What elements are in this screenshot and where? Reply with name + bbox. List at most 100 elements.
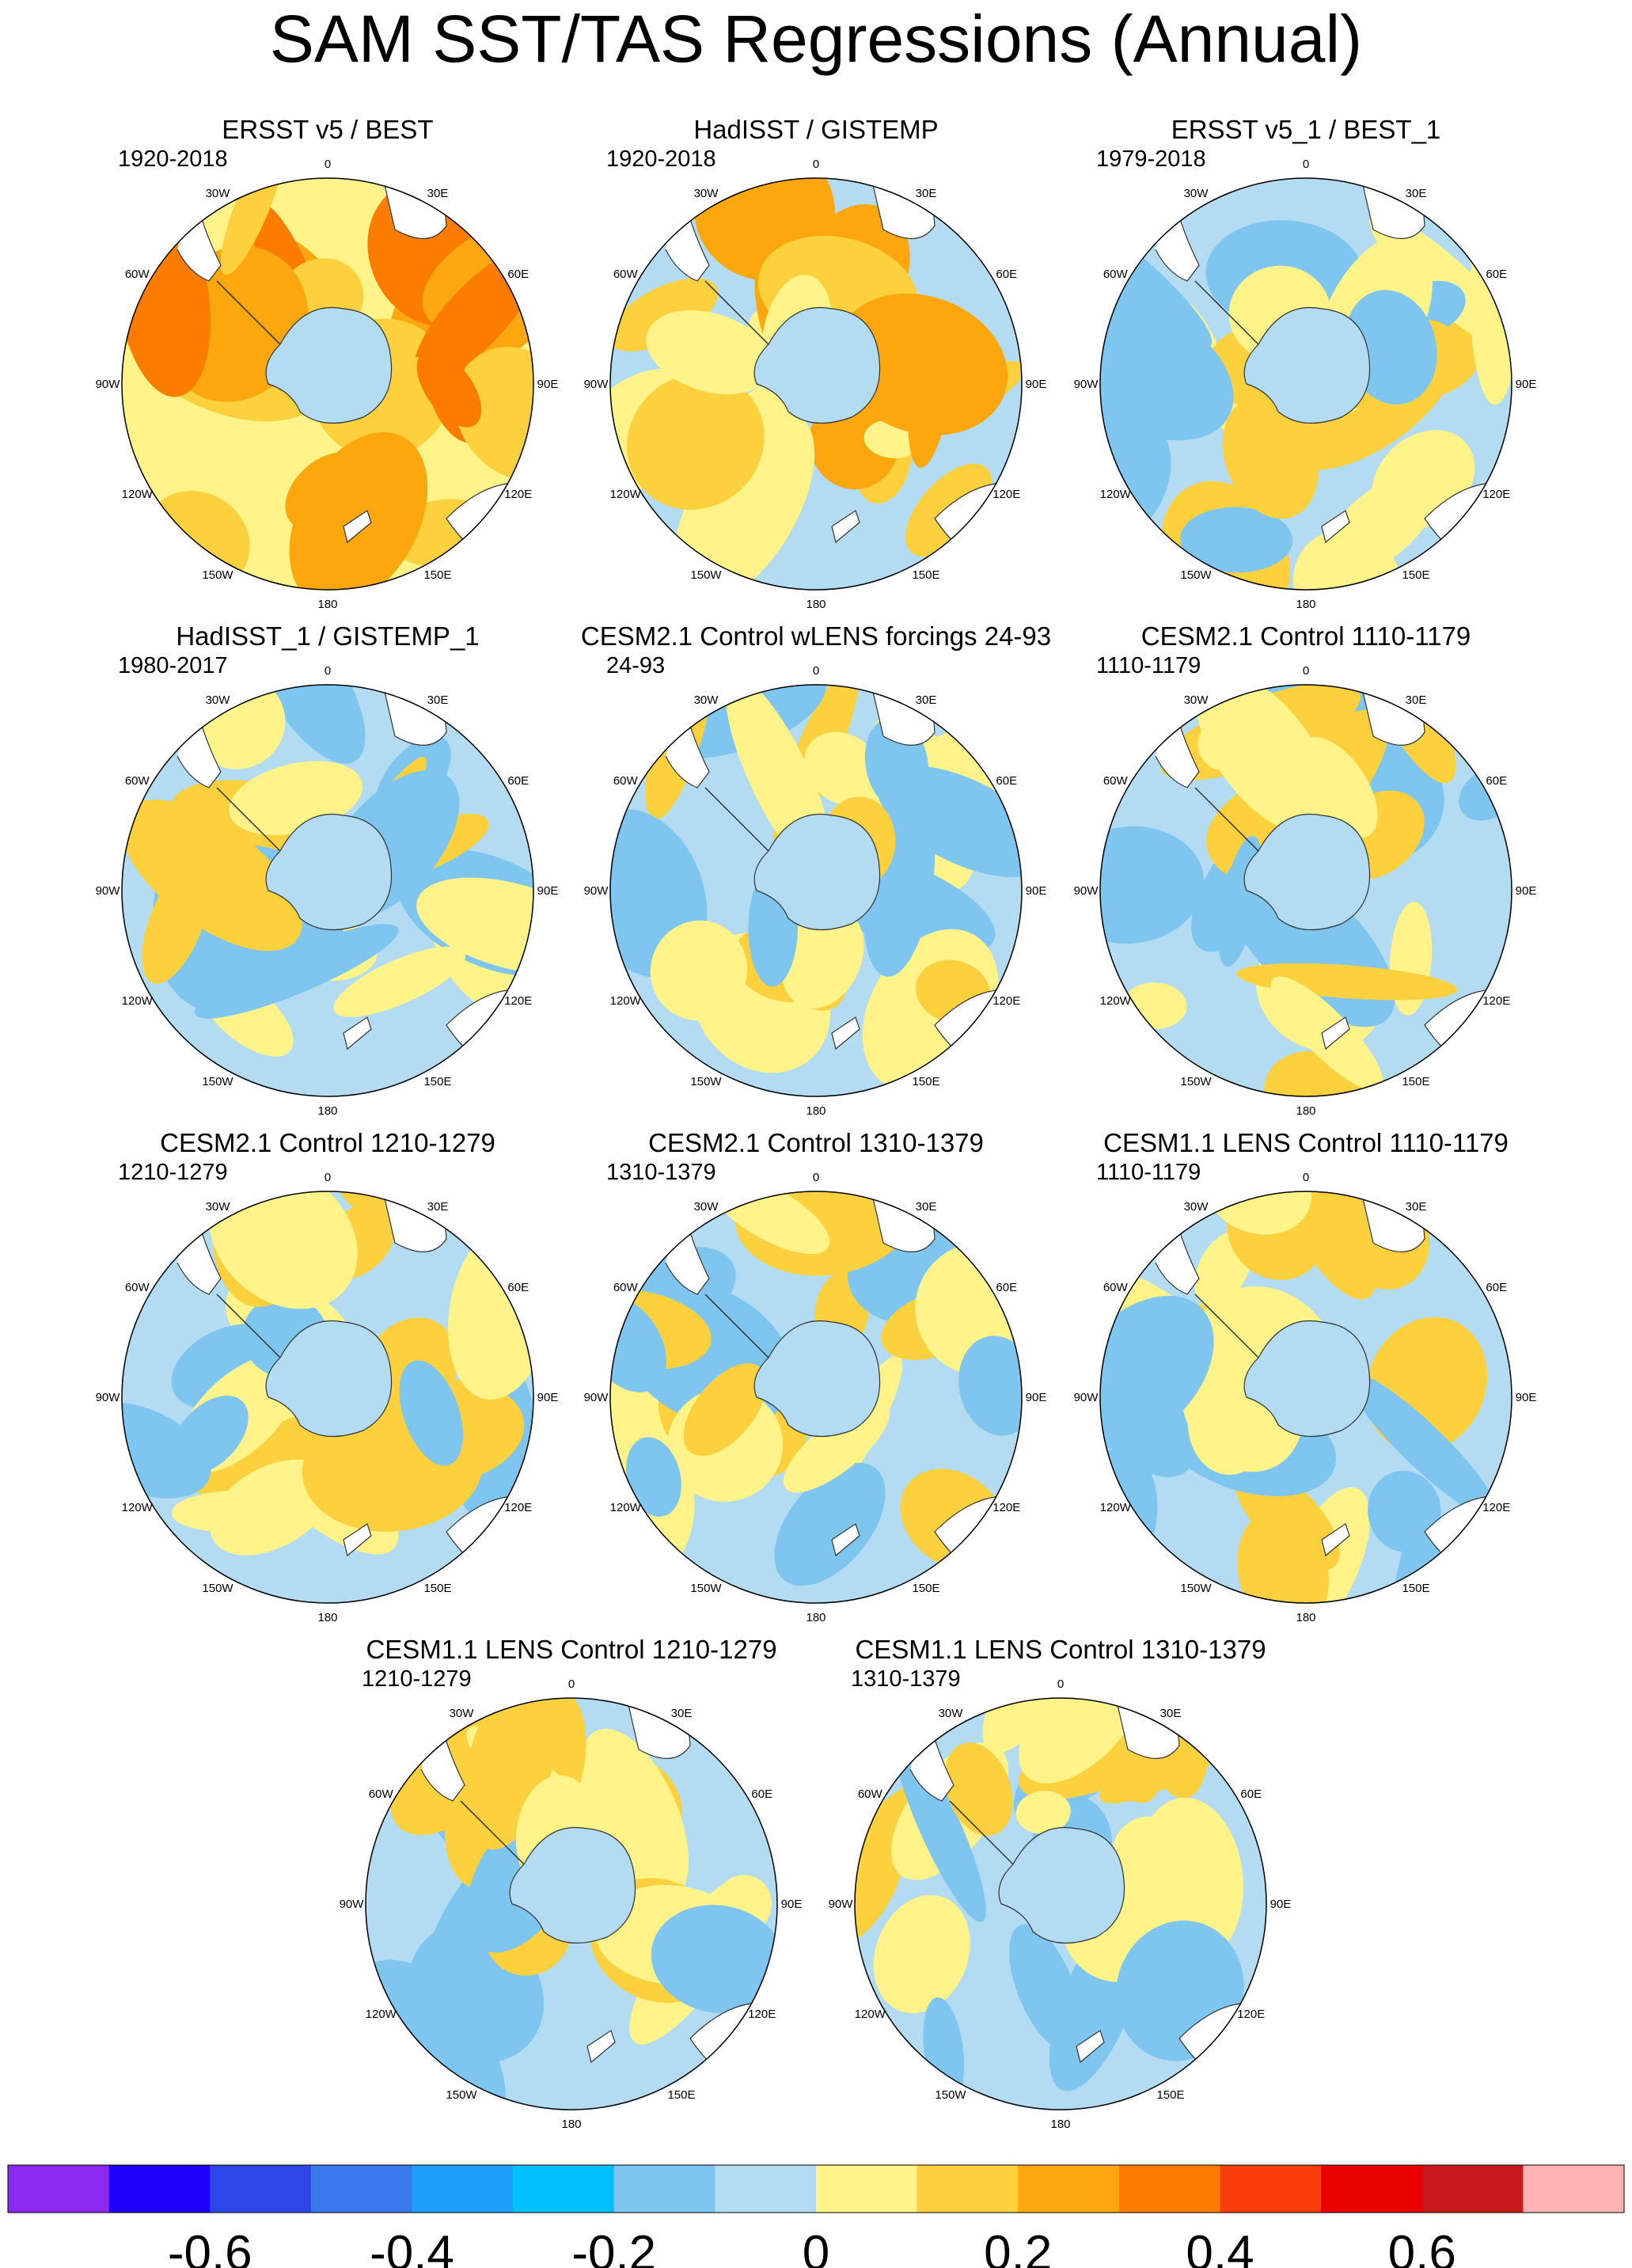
longitude-label: 0	[1303, 664, 1309, 678]
antarctica-landmass	[753, 813, 881, 931]
colorbar-tick-label: 0	[803, 2226, 829, 2268]
antarctic-peninsula	[1194, 787, 1259, 852]
panel-title: CESM1.1 LENS Control 1210-1279	[366, 1635, 776, 1664]
longitude-label: 60W	[1103, 774, 1129, 788]
longitude-label: 150E	[423, 1582, 451, 1595]
antarctica-landmass	[509, 1826, 636, 1944]
longitude-label: 120W	[122, 994, 154, 1008]
panel-period: 1979-2018	[1096, 146, 1206, 172]
contour-region	[804, 731, 883, 807]
colorbar-swatch	[1321, 2165, 1423, 2213]
longitude-label: 150E	[1402, 568, 1429, 582]
longitude-label: 60E	[1486, 1281, 1507, 1294]
longitude-label: 60W	[369, 1787, 394, 1801]
antarctic-peninsula	[1194, 1294, 1259, 1358]
contour-region	[1222, 396, 1319, 519]
panel-title: CESM2.1 Control 1110-1179	[1141, 621, 1471, 651]
longitude-label: 150E	[1156, 2088, 1184, 2102]
longitude-label: 30E	[1406, 187, 1427, 200]
longitude-label: 180	[1296, 1611, 1315, 1624]
longitude-label: 150W	[935, 2088, 966, 2102]
longitude-label: 0	[1303, 1171, 1309, 1184]
contour-region	[285, 452, 365, 530]
longitude-label: 60W	[613, 1281, 639, 1294]
antarctica-landmass	[1243, 813, 1371, 931]
colorbar-swatch	[816, 2165, 918, 2213]
contour-region	[333, 946, 466, 1017]
new-zealand-coastline	[1321, 1016, 1350, 1050]
longitude-label: 90W	[1074, 378, 1099, 391]
colorbar-swatch	[1118, 2165, 1220, 2213]
longitude-label: 90E	[1026, 378, 1047, 391]
longitude-label: 0	[568, 1677, 575, 1691]
longitude-label: 90W	[96, 378, 121, 391]
longitude-label: 90W	[584, 884, 609, 898]
panel-period: 1920-2018	[606, 146, 716, 172]
longitude-label: 120W	[1100, 488, 1132, 501]
contour-region	[1180, 507, 1293, 573]
regression-field	[366, 1698, 777, 2110]
antarctica-landmass	[753, 1320, 881, 1438]
colorbar-swatch	[412, 2165, 514, 2213]
longitude-label: 150E	[667, 2088, 695, 2102]
antarctic-peninsula	[704, 280, 769, 345]
antarctic-peninsula	[1194, 280, 1259, 345]
longitude-label: 150E	[1402, 1075, 1429, 1088]
longitude-label: 60E	[996, 774, 1017, 788]
longitude-label: 120E	[1482, 1501, 1510, 1514]
longitude-label: 30E	[427, 187, 449, 200]
longitude-label: 30E	[427, 1200, 449, 1214]
map-panel: CESM2.1 Control 1210-1279 1210-1279 0 30E 60…	[96, 1128, 559, 1624]
panel-title: CESM2.1 Control wLENS forcings 24-93	[581, 621, 1051, 651]
contour-region	[220, 178, 286, 275]
panel-title: HadISST_1 / GISTEMP_1	[176, 621, 479, 651]
longitude-label: 120W	[610, 1501, 642, 1514]
longitude-label: 180	[317, 598, 337, 611]
longitude-label: 0	[325, 158, 331, 171]
contour-region	[454, 347, 533, 481]
longitude-label: 60E	[507, 774, 529, 788]
longitude-label: 150W	[690, 568, 722, 582]
contour-region	[416, 877, 533, 974]
longitude-label: 150E	[1402, 1582, 1429, 1595]
colorbar-tick-label: 0.6	[1388, 2226, 1456, 2268]
longitude-label: 0	[813, 158, 819, 171]
contour-region	[399, 1360, 463, 1466]
contour-region	[1100, 826, 1205, 944]
longitude-label: 30E	[1160, 1707, 1182, 1720]
colorbar-swatch	[1018, 2165, 1120, 2213]
longitude-label: 90W	[829, 1898, 854, 1911]
contour-region	[1197, 685, 1334, 834]
panel-period: 1980-2017	[118, 653, 228, 678]
longitude-label: 120W	[610, 994, 642, 1008]
panel-title: ERSST v5 / BEST	[222, 115, 433, 144]
longitude-label: 90W	[1074, 1391, 1099, 1404]
antarctic-peninsula	[216, 787, 281, 852]
contour-region	[646, 310, 773, 395]
longitude-label: 120E	[504, 488, 532, 501]
contour-region	[610, 1296, 667, 1392]
panel-title: CESM2.1 Control 1210-1279	[160, 1128, 495, 1157]
contour-region	[1019, 1698, 1144, 1784]
contour-region	[171, 1490, 296, 1533]
longitude-label: 120W	[122, 1501, 154, 1514]
longitude-label: 120W	[1100, 994, 1132, 1008]
longitude-label: 30W	[450, 1707, 475, 1720]
longitude-label: 60W	[1103, 1281, 1129, 1294]
map-border	[1099, 684, 1512, 1097]
longitude-label: 90E	[1026, 1391, 1047, 1404]
longitude-label: 60E	[507, 268, 529, 281]
map-border	[121, 177, 534, 591]
colorbar-tick-label: 0.2	[984, 2226, 1052, 2268]
colorbar-swatch	[310, 2165, 412, 2213]
contour-region	[783, 1402, 890, 1493]
contour-region	[1347, 1372, 1498, 1518]
colorbar-swatch	[8, 2165, 110, 2213]
longitude-label: 90W	[340, 1898, 365, 1911]
longitude-label: 120E	[504, 994, 532, 1008]
new-zealand-coastline	[831, 1016, 860, 1050]
new-zealand-coastline	[343, 510, 372, 544]
longitude-label: 120W	[610, 488, 642, 501]
